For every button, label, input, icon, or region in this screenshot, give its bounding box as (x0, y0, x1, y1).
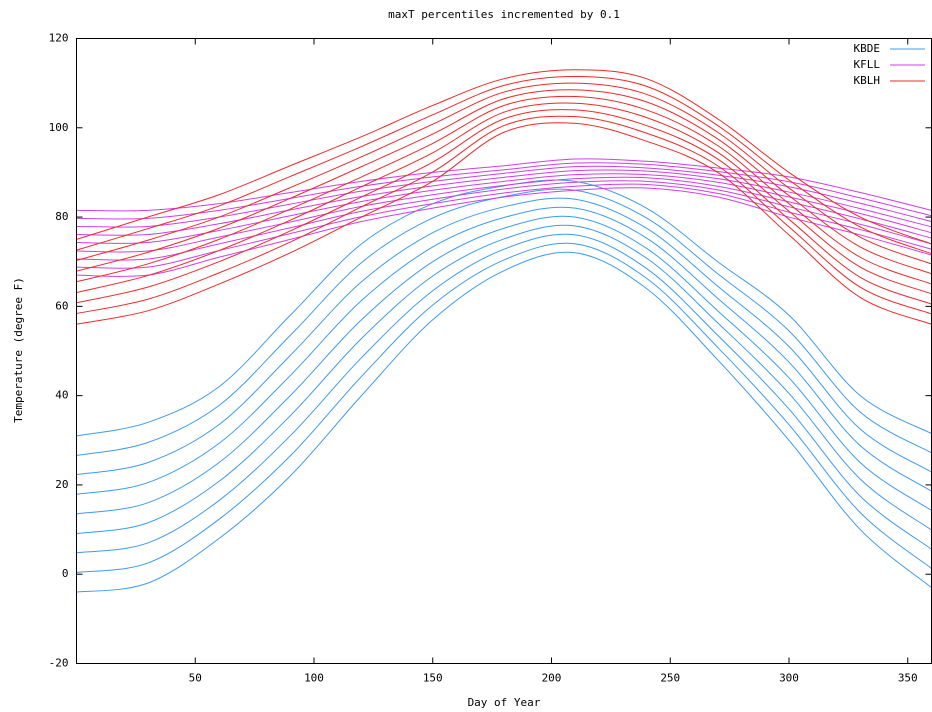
x-axis-label: Day of Year (468, 696, 541, 709)
legend-label: KBDE (854, 42, 881, 55)
data-line (76, 115, 932, 315)
y-tick-label: 20 (55, 478, 68, 491)
data-line (76, 188, 932, 456)
data-line (76, 251, 932, 593)
y-tick-label: 40 (55, 389, 68, 402)
data-line (76, 242, 932, 573)
data-line (76, 187, 932, 277)
legend-label: KBLH (854, 74, 881, 87)
data-line (76, 180, 932, 261)
data-line (76, 206, 932, 495)
y-tick-label: 60 (55, 299, 68, 312)
data-line (76, 95, 932, 285)
x-tick-label: 150 (423, 672, 443, 685)
data-line (76, 75, 932, 255)
data-line (76, 109, 932, 305)
data-line (76, 122, 932, 325)
data-line (76, 233, 932, 554)
data-line (76, 82, 932, 265)
data-line (76, 173, 932, 244)
y-tick-label: 0 (62, 567, 69, 580)
y-tick-label: 80 (55, 210, 68, 223)
data-line (76, 176, 932, 253)
legend-label: KFLL (854, 58, 881, 71)
data-line (76, 69, 932, 245)
x-tick-label: 50 (189, 672, 202, 685)
y-axis-label: Temperature (degree F) (12, 277, 25, 423)
y-tick-label: 120 (49, 32, 69, 45)
data-line (76, 224, 932, 535)
x-tick-label: 250 (660, 672, 680, 685)
data-line (76, 215, 932, 515)
data-line (76, 158, 932, 212)
chart-title: maxT percentiles incremented by 0.1 (388, 8, 620, 21)
data-line (76, 169, 932, 236)
x-tick-label: 350 (898, 672, 918, 685)
y-tick-label: 100 (49, 121, 69, 134)
data-line (76, 102, 932, 295)
x-tick-label: 100 (304, 672, 324, 685)
data-line (76, 89, 932, 275)
x-tick-label: 200 (542, 672, 562, 685)
data-line (76, 162, 932, 220)
x-tick-label: 300 (779, 672, 799, 685)
data-line (76, 179, 932, 437)
y-tick-label: -20 (49, 657, 69, 670)
data-line (76, 197, 932, 476)
